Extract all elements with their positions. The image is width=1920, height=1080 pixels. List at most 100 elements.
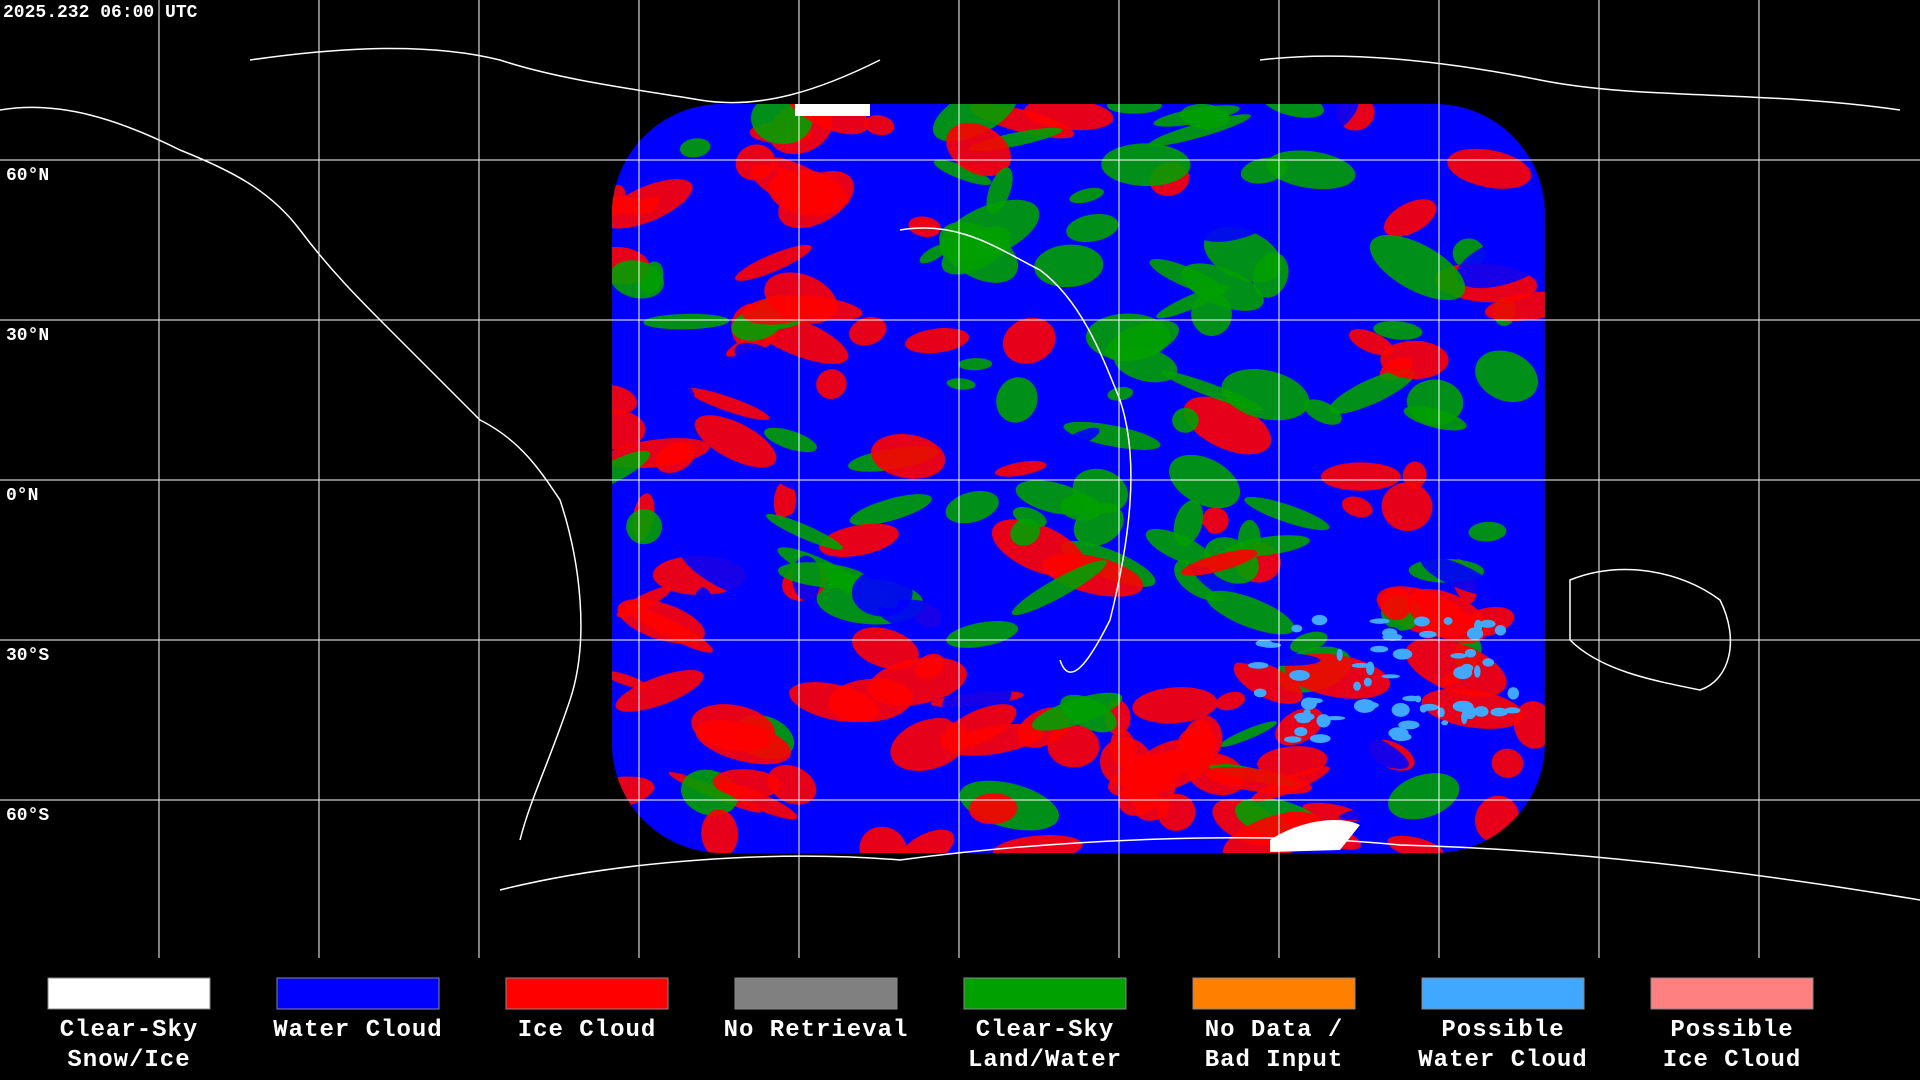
cloud-patch [1405,638,1507,697]
cloud-patch [939,199,1040,262]
cloud-patch [773,480,797,522]
cloud-patch [742,296,816,325]
cloud-patch [994,461,1047,477]
cloud-patch [1341,496,1373,518]
cloud-patch [993,835,1083,853]
cloud-patch [1320,462,1401,491]
legend-label: Water Cloud [273,1017,442,1044]
cloud-patch [868,657,967,706]
cloud-patch [1456,233,1545,289]
cloud-patch [1296,717,1311,724]
cloud-patch [946,378,976,390]
legend-swatch [1650,977,1814,1010]
cloud-patch [1461,710,1468,725]
cloud-patch [1482,658,1495,667]
cloud-patch [686,388,770,421]
cloud-patch [1484,291,1545,322]
cloud-patch [679,138,711,158]
cloud-patch [1047,725,1100,768]
cloud-patch [1205,590,1295,635]
cloud-patch [933,159,992,186]
cloud-patch [1011,560,1107,616]
cloud-patch [914,549,965,590]
cloud-patch [871,434,946,479]
cloud-patch [1192,194,1282,242]
cloud-patch [646,377,695,416]
cloud-patch [1513,701,1545,749]
cloud-patch [1443,617,1453,625]
cloud-patch [1133,753,1232,766]
latitude-label: 30°N [6,326,49,346]
cloud-patch [1384,199,1437,237]
cloud-patch [1473,665,1481,678]
cloud-patch [1491,748,1524,778]
coastlines [0,47,1920,901]
cloud-patch [1156,284,1230,319]
coastline [1569,568,1732,691]
cloud-patch [777,562,869,589]
cloud-patch [1034,244,1104,288]
cloud-patch [643,313,730,330]
cloud-patch [1473,706,1489,717]
cloud-patch [1414,695,1422,703]
legend-swatch [963,977,1127,1010]
cloud-patch [1468,521,1507,542]
cloud-patch [849,316,887,346]
cloud-patch [968,793,1018,825]
cloud-patch [1169,454,1241,509]
latitude-label: 60°S [6,806,49,826]
cloud-patch [1290,631,1328,653]
cloud-patch [750,164,833,213]
cloud-patch [1365,661,1375,676]
cloud-patch [1452,700,1474,712]
legend-label: No Retrieval [724,1017,909,1044]
cloud-patch [612,410,646,450]
cloud-patch [1172,407,1199,433]
cloud-patch [1447,148,1532,189]
cloud-patch [1302,697,1323,704]
cloud-patch [1441,720,1449,726]
cloud-patch [1201,507,1229,534]
cloud-patch [1494,625,1507,636]
cloud-patch [1294,727,1308,737]
satellite-imagery [612,104,1545,853]
cloud-patch [1180,104,1230,129]
cloud-patch [1398,720,1420,730]
cloud-patch [1351,662,1371,668]
cloud-patch [859,826,907,853]
coastline [1259,55,1901,111]
cloud-patch [1402,461,1427,489]
cloud-patch [1291,624,1303,633]
cloud-patch [1360,701,1379,709]
cloud-patch [701,809,739,853]
cloud-patch [1107,104,1162,114]
graticule [0,0,1920,958]
cloud-patch [1010,518,1041,546]
cloud-patch [1253,688,1267,698]
legend-label: Possible [1441,1017,1564,1044]
cloud-patch [816,369,847,400]
cloud-patch [852,627,919,670]
coastline [899,227,1132,673]
cloud-patch [1216,691,1246,711]
cloud-patch [1460,663,1474,673]
cloud-patch [765,513,843,550]
cloud-patch [1391,702,1410,717]
cloud-patch [1407,588,1488,644]
cloud-patch [1262,104,1324,118]
cloud-patch [1373,321,1423,340]
cloud-patch [946,621,1019,648]
cloud-patch [694,415,777,468]
cloud-patch [1382,633,1403,641]
cloud-patch [1233,659,1303,704]
cloud-patch [1240,157,1288,184]
cloud-patch [958,358,993,371]
cloud-patch [1369,618,1390,624]
cloud-patch [615,670,704,712]
cloud-patch [1107,387,1134,401]
cloud-patch [1369,234,1466,301]
cloud-patch [1252,252,1289,298]
cloud-patch [1002,317,1056,364]
